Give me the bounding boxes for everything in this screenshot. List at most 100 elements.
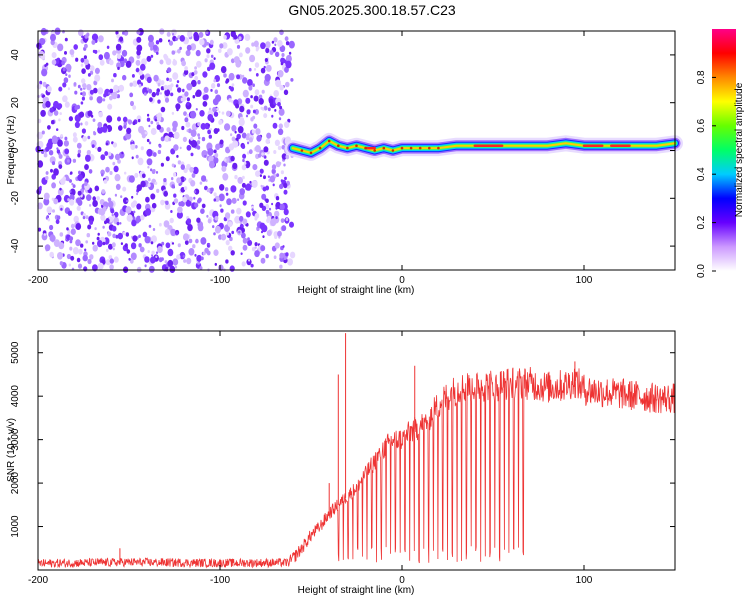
noise-speckle xyxy=(123,58,128,63)
noise-speckle xyxy=(176,211,183,219)
ridge-dot xyxy=(437,146,440,150)
noise-speckle xyxy=(91,39,96,45)
noise-speckle xyxy=(271,202,274,206)
colorbar-tick-label: 0.6 xyxy=(696,118,707,132)
noise-speckle xyxy=(96,96,103,104)
x-tick-label: 0 xyxy=(399,275,405,286)
noise-speckle xyxy=(59,232,64,237)
noise-speckle xyxy=(114,153,121,161)
noise-speckle xyxy=(119,222,122,225)
noise-speckle xyxy=(241,182,246,188)
noise-speckle xyxy=(263,159,269,166)
noise-speckle xyxy=(190,110,197,119)
noise-speckle xyxy=(151,169,156,174)
noise-speckle xyxy=(185,49,191,57)
noise-speckle xyxy=(45,171,49,175)
noise-speckle xyxy=(181,60,187,67)
noise-speckle xyxy=(202,94,207,101)
noise-speckle xyxy=(239,105,245,113)
noise-speckle xyxy=(272,122,278,129)
noise-speckle xyxy=(84,164,89,170)
noise-speckle xyxy=(130,100,134,107)
noise-speckle xyxy=(71,182,74,186)
noise-speckle xyxy=(105,259,111,266)
noise-speckle xyxy=(264,73,271,82)
noise-speckle xyxy=(115,43,122,51)
noise-speckle xyxy=(63,77,69,84)
noise-speckle xyxy=(146,55,152,62)
noise-speckle xyxy=(60,207,63,211)
noise-speckle xyxy=(72,184,76,189)
noise-speckle xyxy=(45,146,50,152)
noise-speckle xyxy=(266,132,272,139)
noise-speckle xyxy=(183,177,187,181)
noise-speckle xyxy=(242,158,245,163)
noise-speckle xyxy=(158,257,163,263)
noise-speckle xyxy=(97,262,104,270)
noise-speckle xyxy=(43,233,47,236)
noise-speckle xyxy=(136,36,142,43)
noise-speckle xyxy=(134,172,139,178)
ridge-dot xyxy=(373,149,377,152)
noise-speckle xyxy=(138,70,143,76)
noise-speckle xyxy=(263,113,268,119)
noise-speckle xyxy=(182,136,187,143)
noise-speckle xyxy=(180,176,186,183)
noise-speckle xyxy=(83,266,88,272)
noise-speckle xyxy=(179,46,182,51)
noise-speckle xyxy=(136,49,141,56)
noise-speckle xyxy=(117,159,121,164)
noise-speckle xyxy=(283,189,288,195)
x-tick-label: -200 xyxy=(28,575,48,586)
noise-speckle xyxy=(82,254,88,262)
noise-speckle xyxy=(218,48,222,53)
noise-speckle xyxy=(137,157,144,166)
noise-speckle xyxy=(151,235,157,243)
noise-speckle xyxy=(165,58,172,66)
noise-speckle xyxy=(132,80,138,87)
noise-speckle xyxy=(194,253,197,257)
noise-speckle xyxy=(250,57,254,62)
noise-speckle xyxy=(147,250,150,253)
noise-speckle xyxy=(58,118,61,122)
noise-speckle xyxy=(207,123,211,127)
noise-speckle xyxy=(192,95,196,99)
noise-speckle xyxy=(68,263,72,267)
noise-speckle xyxy=(180,97,184,102)
noise-speckle xyxy=(234,38,240,44)
noise-speckle xyxy=(38,186,42,192)
noise-speckle xyxy=(120,195,123,199)
noise-speckle xyxy=(177,243,181,248)
y-tick-label: 2000 xyxy=(10,472,21,495)
noise-speckle xyxy=(285,252,289,257)
noise-speckle xyxy=(186,144,192,151)
noise-speckle xyxy=(269,50,274,55)
noise-speckle xyxy=(53,110,59,116)
noise-speckle xyxy=(84,43,88,49)
noise-speckle xyxy=(225,240,230,246)
noise-speckle xyxy=(51,161,56,166)
noise-speckle xyxy=(214,225,221,234)
noise-speckle xyxy=(187,224,193,232)
noise-speckle xyxy=(68,74,71,78)
noise-speckle xyxy=(201,203,206,209)
noise-speckle xyxy=(154,181,158,185)
noise-speckle xyxy=(175,232,179,236)
noise-speckle xyxy=(155,255,158,259)
noise-speckle xyxy=(248,259,251,262)
noise-speckle xyxy=(213,57,216,60)
noise-speckle xyxy=(72,136,78,143)
noise-speckle xyxy=(211,83,216,89)
noise-speckle xyxy=(170,228,177,237)
noise-speckle xyxy=(198,136,201,140)
noise-speckle xyxy=(263,105,268,111)
noise-speckle xyxy=(45,175,49,181)
noise-speckle xyxy=(129,258,134,264)
noise-speckle xyxy=(113,165,119,173)
noise-speckle xyxy=(98,111,103,118)
noise-speckle xyxy=(123,231,126,236)
noise-speckle xyxy=(136,192,139,196)
noise-speckle xyxy=(184,240,189,246)
